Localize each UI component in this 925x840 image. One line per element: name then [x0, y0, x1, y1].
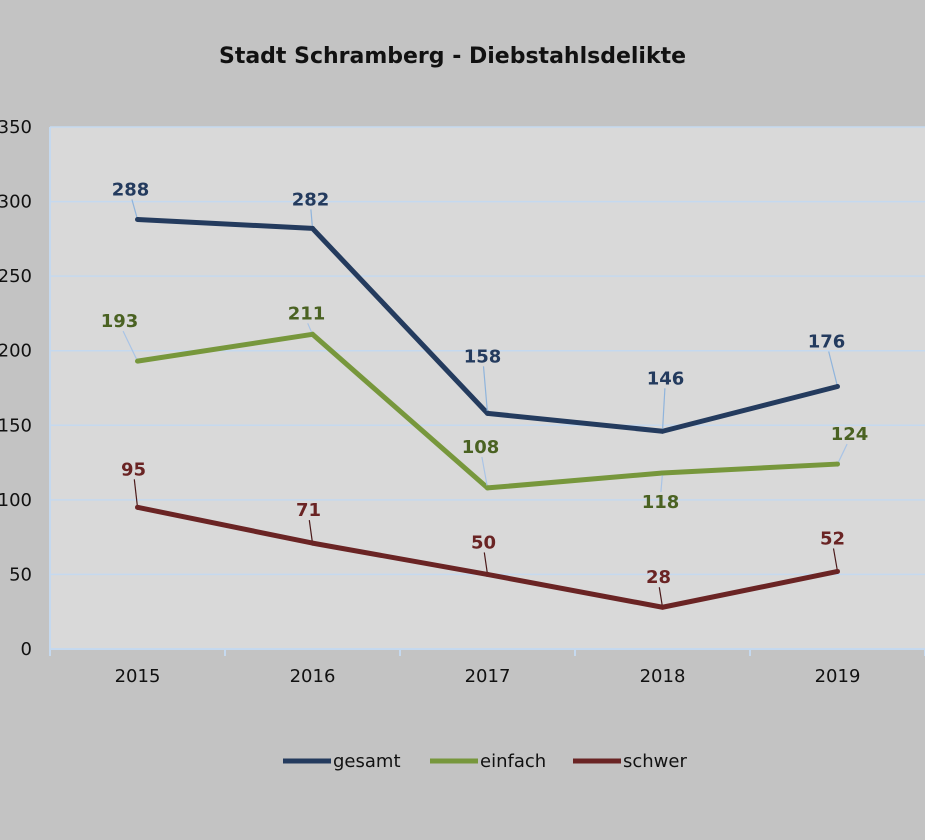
leader-line: [310, 209, 314, 229]
leader-line: [122, 330, 139, 362]
data-point: [310, 331, 315, 337]
data-point: [135, 504, 140, 510]
data-point: [660, 428, 665, 434]
x-tick-label: 2018: [640, 666, 686, 687]
data-label: 28: [646, 567, 671, 588]
data-label: 71: [296, 500, 321, 521]
leader-line: [832, 548, 839, 572]
x-tick-label: 2017: [465, 666, 511, 687]
y-tick-label: 150: [0, 415, 32, 436]
data-label: 211: [288, 303, 326, 324]
leader-line: [836, 443, 848, 465]
y-tick-label: 100: [0, 490, 32, 511]
data-label: 146: [647, 368, 685, 389]
data-label: 288: [112, 179, 150, 200]
y-tick-label: 0: [21, 639, 32, 660]
leader-line: [482, 366, 489, 414]
data-label: 118: [642, 492, 680, 513]
legend-label-gesamt: gesamt: [333, 751, 401, 772]
data-point: [485, 571, 490, 577]
leader-line: [660, 472, 664, 493]
data-point: [310, 540, 315, 546]
data-point: [660, 470, 665, 476]
y-tick-label: 350: [0, 117, 32, 138]
data-point: [835, 384, 840, 390]
x-tick-label: 2015: [115, 666, 161, 687]
y-tick-label: 200: [0, 341, 32, 362]
data-point: [485, 410, 490, 416]
y-tick-label: 250: [0, 266, 32, 287]
leader-line: [828, 351, 839, 387]
data-label: 193: [101, 311, 139, 332]
y-tick-label: 50: [9, 564, 32, 585]
data-label: 158: [464, 346, 502, 367]
leader-line: [133, 479, 139, 508]
leader-line: [658, 587, 664, 608]
x-tick-label: 2019: [815, 666, 861, 687]
leader-line: [481, 456, 489, 489]
y-tick-label: 300: [0, 192, 32, 213]
data-label: 52: [820, 528, 845, 549]
legend-label-einfach: einfach: [480, 751, 546, 772]
data-label: 95: [121, 459, 146, 480]
data-point: [485, 485, 490, 491]
data-label: 124: [831, 424, 869, 445]
data-point: [835, 568, 840, 574]
x-tick-label: 2016: [290, 666, 336, 687]
legend-label-schwer: schwer: [623, 751, 687, 772]
data-point: [135, 216, 140, 222]
leader-line: [661, 388, 666, 432]
data-point: [660, 604, 665, 610]
data-label: 50: [471, 532, 496, 553]
leader-line: [131, 199, 139, 220]
plot-area: [50, 127, 925, 649]
data-label: 282: [292, 189, 330, 210]
data-label: 108: [462, 437, 500, 458]
data-point: [835, 461, 840, 467]
leader-line: [308, 520, 314, 544]
data-point: [135, 358, 140, 364]
data-label: 176: [808, 332, 846, 353]
leader-line: [483, 552, 489, 575]
chart-title: Stadt Schramberg - Diebstahlsdelikte: [218, 44, 687, 69]
data-point: [310, 225, 315, 231]
